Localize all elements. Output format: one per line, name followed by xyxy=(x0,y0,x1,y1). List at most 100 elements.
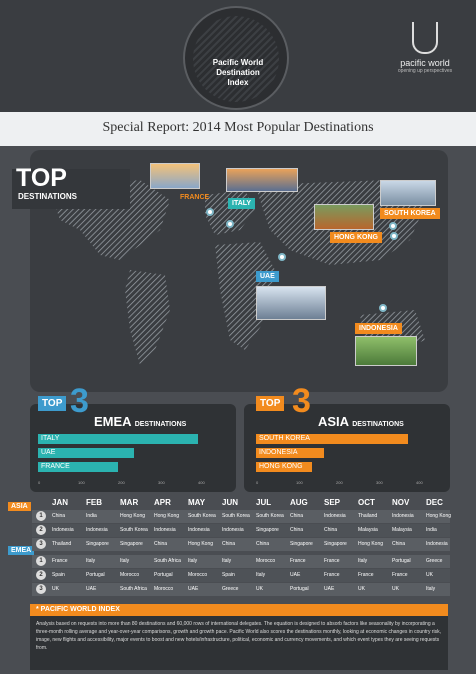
rank-badge: 2 xyxy=(36,570,46,580)
table-cell: France xyxy=(52,558,68,564)
rank-badge: 3 xyxy=(36,539,46,549)
table-cell: China xyxy=(290,513,304,519)
table-cell: Morocco xyxy=(256,558,276,564)
table-cell: Italy xyxy=(188,558,198,564)
table-cell: China xyxy=(392,541,406,547)
month-jul: JUL xyxy=(256,498,272,507)
table-cell: China xyxy=(324,527,338,533)
month-mar: MAR xyxy=(120,498,139,507)
asia-region-suffix: DESTINATIONS xyxy=(352,421,404,428)
table-cell: Hong Kong xyxy=(154,513,180,519)
axis-tick: 300 xyxy=(376,480,383,485)
brand-logo: pacific world opening up perspectives xyxy=(390,22,460,74)
month-jun: JUN xyxy=(222,498,239,507)
badge-title-line-2: Destination xyxy=(216,68,260,77)
table-cell: Greece xyxy=(222,586,239,592)
bar-south-korea: SOUTH KOREA xyxy=(256,434,408,444)
south-korea-label: SOUTH KOREA xyxy=(380,208,440,219)
table-cell: Italy xyxy=(86,558,96,564)
table-cell: France xyxy=(324,572,340,578)
brand-name: pacific world xyxy=(400,58,450,68)
badge-title-line-3: Index xyxy=(227,78,249,87)
footer-title: * PACIFIC WORLD INDEX xyxy=(30,604,448,616)
france-photo xyxy=(150,163,200,189)
italy-label: ITALY xyxy=(228,198,256,209)
asia-tag: ASIA xyxy=(8,502,31,511)
table-cell: South Africa xyxy=(120,586,147,592)
table-cell: Malaysia xyxy=(358,527,378,533)
asia-region: ASIA DESTINATIONS xyxy=(318,414,404,429)
asia-top-label: TOP xyxy=(256,396,285,411)
table-cell: UK xyxy=(52,586,59,592)
hong-kong-label: HONG KONG xyxy=(330,232,382,243)
table-cell: India xyxy=(426,527,437,533)
italy-photo xyxy=(226,168,298,192)
table-cell: UAE xyxy=(290,572,301,578)
table-row xyxy=(32,524,450,537)
index-badge: Pacific World Destination Index xyxy=(183,6,289,110)
top-destinations-box xyxy=(12,169,130,209)
axis-tick: 0 xyxy=(256,480,259,485)
table-cell: Singapore xyxy=(120,541,143,547)
page-title: Special Report: 2014 Most Popular Destin… xyxy=(102,120,374,135)
table-cell: France xyxy=(324,558,340,564)
table-cell: UK xyxy=(358,586,365,592)
table-cell: UAE xyxy=(86,586,97,592)
table-cell: Spain xyxy=(222,572,235,578)
axis-tick: 400 xyxy=(198,480,205,485)
table-cell: China xyxy=(290,527,304,533)
hong-kong-photo xyxy=(314,204,374,230)
table-cell: Hong Kong xyxy=(188,541,214,547)
emea-top-label: TOP xyxy=(38,396,67,411)
table-cell: Malaysia xyxy=(392,527,412,533)
table-row xyxy=(32,569,450,582)
indonesia-pin-icon xyxy=(379,304,387,312)
top-heading: TOP xyxy=(16,164,67,192)
south-america-shape xyxy=(125,270,170,365)
table-cell: Singapore xyxy=(324,541,347,547)
table-cell: Singapore xyxy=(256,527,279,533)
table-cell: Indonesia xyxy=(154,527,176,533)
table-row xyxy=(32,555,450,568)
table-cell: Hong Kong xyxy=(426,513,452,519)
table-cell: China xyxy=(256,541,270,547)
brand-mark-icon xyxy=(412,22,438,54)
table-cell: UK xyxy=(392,586,399,592)
table-cell: Singapore xyxy=(86,541,109,547)
uae-pin-icon xyxy=(278,253,286,261)
month-apr: APR xyxy=(154,498,171,507)
table-row xyxy=(32,583,450,596)
emea-three: 3 xyxy=(70,382,89,420)
hong-kong-pin-icon xyxy=(390,232,398,240)
table-cell: Indonesia xyxy=(86,527,108,533)
table-cell: Morocco xyxy=(154,586,174,592)
table-cell: France xyxy=(392,572,408,578)
table-cell: Portugal xyxy=(392,558,411,564)
month-sep: SEP xyxy=(324,498,341,507)
table-cell: South Korea xyxy=(256,513,284,519)
uae-photo xyxy=(256,286,326,320)
brand-tagline: opening up perspectives xyxy=(397,68,453,74)
bar-france: FRANCE xyxy=(38,462,118,472)
table-cell: Portugal xyxy=(290,586,309,592)
table-cell: Italy xyxy=(256,572,266,578)
table-cell: UK xyxy=(426,572,433,578)
asia-three: 3 xyxy=(292,382,311,420)
table-cell: South Korea xyxy=(222,513,250,519)
uae-label: UAE xyxy=(256,271,279,282)
table-row xyxy=(32,510,450,523)
france-label: FRANCE xyxy=(180,194,210,201)
axis-tick: 0 xyxy=(38,480,41,485)
bar-hong-kong: HONG KONG xyxy=(256,462,312,472)
bar-italy: ITALY xyxy=(38,434,198,444)
table-cell: Thailand xyxy=(358,513,378,519)
table-cell: China xyxy=(222,541,236,547)
table-cell: Italy xyxy=(120,558,130,564)
table-cell: UAE xyxy=(188,586,199,592)
table-cell: France xyxy=(290,558,306,564)
table-cell: Hong Kong xyxy=(358,541,384,547)
table-cell: Italy xyxy=(222,558,232,564)
table-cell: Indonesia xyxy=(426,541,448,547)
table-cell: Indonesia xyxy=(392,513,414,519)
axis-tick: 100 xyxy=(296,480,303,485)
